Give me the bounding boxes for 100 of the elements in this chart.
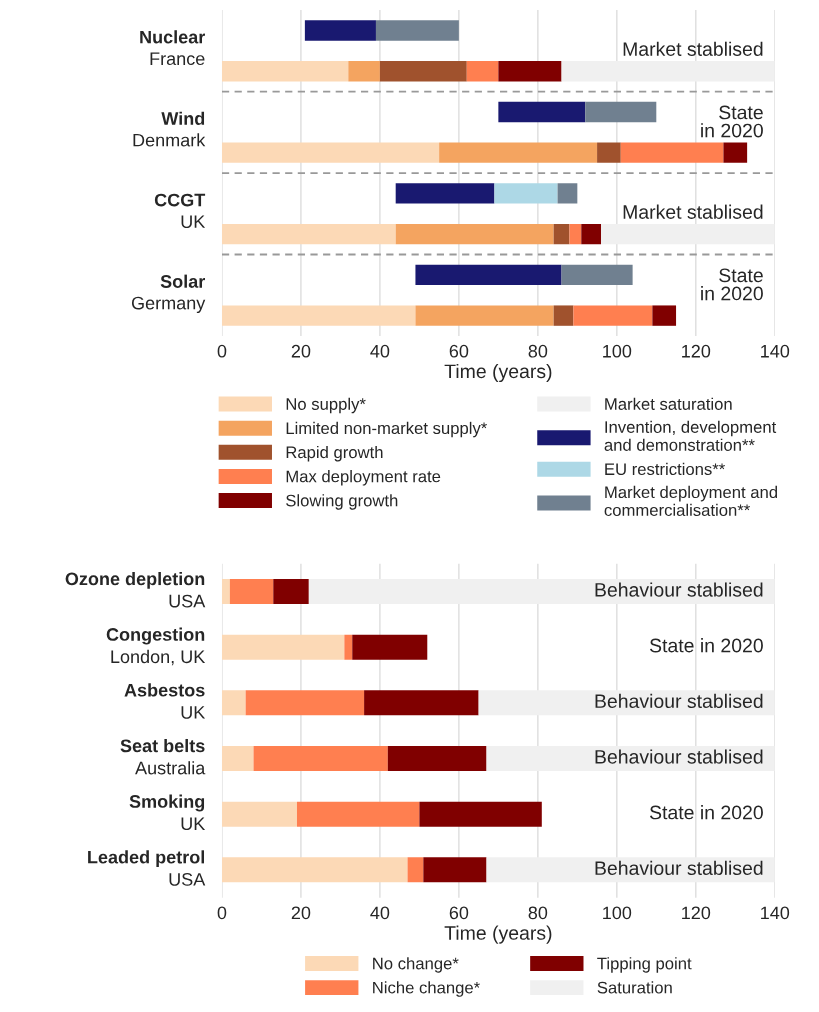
x-tick-label: 140 — [761, 344, 790, 358]
x-tick-label: 120 — [682, 906, 711, 920]
y-tick-label: CCGT — [154, 193, 206, 207]
legend-label: Market deployment and commercialisation** — [604, 485, 778, 517]
y-tick-label: Congestion London, UK — [106, 627, 206, 666]
bar — [221, 142, 440, 163]
legend-label: Saturation — [597, 981, 672, 994]
legend-label: Rapid growth — [286, 445, 383, 462]
x-axis-title: Time (years) — [444, 363, 552, 383]
bar — [415, 264, 562, 286]
y-tick-label: Leaded petrol USA — [88, 850, 206, 886]
bar — [253, 745, 388, 772]
bar — [601, 223, 775, 245]
x-tick-label: 20 — [291, 906, 311, 920]
bar — [557, 183, 578, 204]
annotation: Behaviour stablised — [595, 582, 763, 597]
legend-label: Tipping point — [597, 957, 692, 973]
legend-label: EU restrictions** — [605, 462, 725, 476]
x-tick-label: 80 — [528, 906, 548, 920]
bar — [553, 223, 570, 245]
y-tick-label: Ozone depletion USA — [65, 571, 206, 608]
bar — [273, 578, 309, 605]
bar — [553, 305, 574, 326]
bar — [439, 142, 598, 163]
legend-label: Niche change* — [373, 981, 480, 997]
bar — [561, 264, 633, 286]
bar — [561, 61, 775, 82]
bar — [723, 142, 748, 163]
legend-label: No change* — [373, 957, 459, 973]
x-tick-label: 0 — [217, 906, 227, 920]
bar — [652, 305, 677, 326]
x-tick-label: 40 — [370, 906, 390, 920]
bar — [375, 20, 459, 41]
annotation: State in 2020 — [701, 105, 763, 138]
bar — [308, 578, 775, 605]
x-tick-label: 100 — [603, 344, 632, 358]
legend-label: Limited non-market supply* — [286, 421, 487, 438]
bar — [498, 61, 562, 82]
x-axis-title: Time (years) — [444, 925, 552, 944]
bar — [245, 690, 365, 716]
bar — [221, 305, 416, 326]
y-tick-label: Germany — [131, 296, 206, 314]
bar — [352, 634, 428, 660]
bar — [407, 857, 424, 883]
bar — [344, 634, 353, 660]
bar — [395, 223, 554, 245]
bar — [620, 142, 724, 163]
bar — [415, 305, 554, 326]
bar — [573, 305, 653, 326]
x-tick-label: 60 — [449, 344, 469, 358]
bar — [348, 61, 380, 82]
annotation: Market stablised — [623, 204, 763, 219]
bar — [379, 61, 467, 82]
legend-label: Market saturation — [605, 397, 732, 410]
y-tick-label: Smoking UK — [129, 794, 206, 831]
bar — [478, 690, 775, 716]
bar — [387, 745, 487, 772]
x-tick-label: 20 — [291, 344, 311, 358]
bar — [423, 857, 487, 883]
bar — [498, 101, 586, 123]
bar — [229, 578, 274, 605]
y-tick-label: Denmark — [133, 133, 206, 147]
x-tick-label: 60 — [449, 906, 469, 920]
y-tick-label: France — [150, 52, 205, 66]
x-tick-label: 0 — [217, 344, 227, 358]
bar — [304, 20, 376, 41]
x-tick-label: 40 — [370, 344, 390, 358]
legend-label: Invention, development and demonstration** — [604, 420, 777, 451]
y-tick-label: Asbestos UK — [124, 683, 206, 719]
bar — [419, 801, 542, 827]
annotation: Behaviour stablised — [595, 860, 763, 876]
annotation: State in 2020 — [701, 268, 763, 301]
bar — [569, 223, 582, 245]
bar — [221, 801, 297, 827]
annotation: Behaviour stablised — [595, 693, 763, 709]
bar — [221, 223, 396, 245]
bar — [466, 61, 499, 82]
y-tick-label: Solar — [160, 274, 206, 288]
bar — [221, 61, 349, 82]
bar — [221, 857, 408, 883]
annotation: Market stablised — [623, 41, 763, 56]
x-tick-label: 120 — [682, 344, 711, 358]
bar — [585, 101, 657, 123]
legend-label: Max deployment rate — [286, 470, 441, 486]
y-tick-label: Nuclear — [140, 30, 206, 44]
bar — [221, 690, 246, 716]
y-tick-label: Wind — [161, 111, 205, 125]
bar — [581, 223, 602, 245]
bar — [221, 634, 345, 660]
bar — [221, 745, 254, 772]
x-tick-label: 100 — [603, 906, 632, 920]
bar — [221, 578, 230, 605]
bar — [395, 183, 495, 204]
y-tick-label: UK — [181, 215, 206, 228]
bar — [597, 142, 621, 163]
bar — [296, 801, 420, 827]
annotation: Behaviour stablised — [595, 749, 763, 764]
legend-label: No supply* — [286, 397, 366, 414]
bar — [364, 690, 479, 716]
y-tick-label: Seat belts Australia — [120, 738, 206, 775]
